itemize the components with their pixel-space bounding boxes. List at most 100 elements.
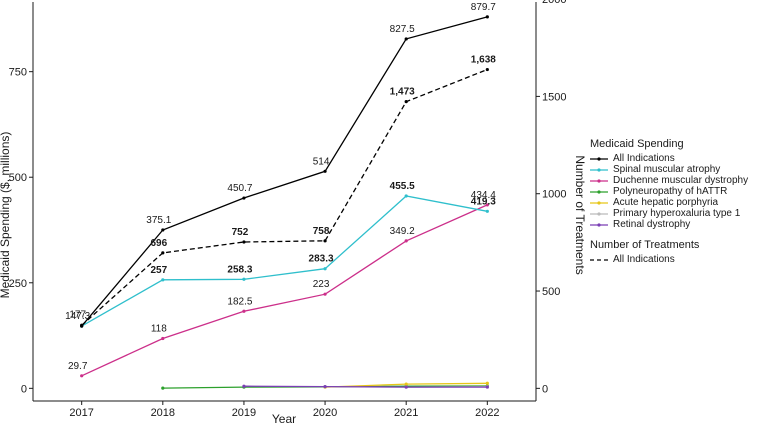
data-point-polyneuropathy-of-hattr bbox=[161, 386, 165, 390]
legend-label: Retinal dystrophy bbox=[613, 219, 691, 230]
y2-tick-label: 500 bbox=[542, 286, 560, 298]
data-point-spinal-muscular-atrophy bbox=[485, 209, 489, 213]
data-point-all-indications bbox=[404, 37, 408, 41]
data-point-all-indications-number-of-treatments bbox=[404, 100, 408, 104]
legend-item: Polyneuropathy of hATTR bbox=[590, 186, 755, 197]
data-label-all-indications-number-of-treatments: 758 bbox=[313, 226, 330, 237]
data-label-spinal-muscular-atrophy: 419.3 bbox=[471, 196, 496, 207]
data-point-all-indications bbox=[242, 196, 246, 200]
data-label-all-indications-number-of-treatments: 1,473 bbox=[390, 87, 415, 98]
legend-label: All Indications bbox=[613, 254, 675, 265]
legend-item: Spinal muscular atrophy bbox=[590, 164, 755, 175]
data-point-all-indications bbox=[323, 169, 327, 173]
legend-key-treatments-dashed bbox=[590, 258, 608, 261]
series-line-all-indications bbox=[81, 16, 488, 327]
data-point-all-indications bbox=[485, 15, 489, 19]
y2-tick-label: 2000 bbox=[542, 0, 566, 6]
legend-item: Retinal dystrophy bbox=[590, 219, 755, 230]
data-label-spinal-muscular-atrophy: 257 bbox=[150, 265, 167, 276]
data-point-duchenne-muscular-dystrophy bbox=[485, 203, 489, 207]
data-label-all-indications: 147.3 bbox=[65, 311, 90, 322]
x-tick-label: 2019 bbox=[232, 407, 256, 419]
legend-label: Spinal muscular atrophy bbox=[613, 164, 721, 175]
y-tick-label: 500 bbox=[9, 172, 27, 184]
legend-key-duchenne bbox=[590, 178, 608, 183]
legend-key-spinal-muscular-atrophy bbox=[590, 167, 608, 172]
legend-label: Duchenne muscular dystrophy bbox=[613, 175, 749, 186]
data-point-duchenne-muscular-dystrophy bbox=[161, 336, 165, 341]
data-point-spinal-muscular-atrophy bbox=[242, 277, 246, 281]
data-point-all-indications bbox=[80, 324, 84, 328]
y2-tick-label: 0 bbox=[542, 383, 548, 395]
data-label-all-indications: 827.5 bbox=[390, 24, 415, 35]
data-label-all-indications: 375.1 bbox=[146, 215, 171, 226]
data-label-duchenne-muscular-dystrophy: 349.2 bbox=[390, 226, 415, 237]
legend-title-treatments: Number of Treatments bbox=[590, 239, 700, 251]
data-point-retinal-dystrophy bbox=[404, 385, 408, 389]
series-line-retinal-dystrophy bbox=[243, 385, 488, 388]
data-point-all-indications-number-of-treatments bbox=[323, 239, 327, 243]
legend-item: Duchenne muscular dystrophy bbox=[590, 175, 755, 186]
data-label-all-indications-number-of-treatments: 752 bbox=[232, 227, 249, 238]
y-tick-label: 0 bbox=[21, 383, 27, 395]
x-tick-label: 2022 bbox=[475, 407, 499, 419]
data-point-duchenne-muscular-dystrophy bbox=[80, 374, 84, 378]
legend-label: All Indications bbox=[613, 153, 675, 164]
data-point-all-indications-number-of-treatments bbox=[242, 240, 246, 244]
data-label-all-indications-number-of-treatments: 696 bbox=[150, 238, 167, 249]
y-tick-label: 250 bbox=[9, 278, 27, 290]
axes: 2017 2018 2019 2020 2021 2022 0 250 500 750 0 500 10… bbox=[9, 0, 567, 419]
y2-tick-label: 1000 bbox=[542, 189, 566, 201]
legend-item: All Indications bbox=[590, 254, 755, 265]
data-point-duchenne-muscular-dystrophy bbox=[404, 239, 408, 243]
y2-axis-title: Number of Treatments bbox=[573, 155, 587, 274]
legend-label: Acute hepatic porphyria bbox=[613, 197, 719, 208]
y-axis-title: Medicaid Spending ($, millions) bbox=[0, 132, 12, 299]
data-point-spinal-muscular-atrophy bbox=[161, 278, 165, 282]
data-point-all-indications-number-of-treatments bbox=[161, 251, 165, 255]
x-tick-label: 2018 bbox=[151, 407, 175, 419]
data-label-duchenne-muscular-dystrophy: 182.5 bbox=[227, 296, 252, 307]
series-line-spinal-muscular-atrophy bbox=[81, 195, 488, 327]
x-axis-title: Year bbox=[272, 412, 296, 426]
x-tick-label: 2017 bbox=[69, 407, 93, 419]
data-label-duchenne-muscular-dystrophy: 118 bbox=[151, 324, 167, 335]
legend-label: Primary hyperoxaluria type 1 bbox=[613, 208, 741, 219]
legend: Medicaid Spending All Indications Spinal… bbox=[590, 138, 755, 265]
y-tick-label: 750 bbox=[9, 67, 27, 79]
legend-title-spending: Medicaid Spending bbox=[590, 138, 684, 150]
legend-key-acute-hepatic-porphyria bbox=[590, 200, 608, 205]
legend-key-primary-hyperoxaluria bbox=[590, 211, 608, 216]
data-point-duchenne-muscular-dystrophy bbox=[242, 309, 246, 313]
data-point-acute-hepatic-porphyria bbox=[485, 381, 489, 385]
legend-item: Primary hyperoxaluria type 1 bbox=[590, 208, 755, 219]
data-point-all-indications-number-of-treatments bbox=[485, 67, 489, 72]
data-point-spinal-muscular-atrophy bbox=[404, 194, 408, 198]
data-point-retinal-dystrophy bbox=[242, 384, 246, 388]
x-tick-label: 2021 bbox=[394, 407, 418, 419]
annotation-label: 177 bbox=[69, 310, 86, 321]
data-label-spinal-muscular-atrophy: 455.5 bbox=[390, 181, 415, 192]
data-label-duchenne-muscular-dystrophy: 29.7 bbox=[68, 361, 88, 372]
data-point-duchenne-muscular-dystrophy bbox=[323, 292, 327, 296]
data-point-spinal-muscular-atrophy bbox=[323, 267, 327, 271]
series-line-duchenne-muscular-dystrophy bbox=[81, 204, 488, 377]
plot-frame bbox=[32, 2, 537, 402]
data-point-retinal-dystrophy bbox=[323, 385, 327, 389]
legend-group-spending: Medicaid Spending All Indications Spinal… bbox=[590, 138, 755, 230]
legend-label: Polyneuropathy of hATTR bbox=[613, 186, 728, 197]
labels-layer: 29.7 118 182.5 223 349.2 434.4 257 258.3 283.3 45… bbox=[65, 2, 496, 372]
data-label-all-indications: 450.7 bbox=[227, 183, 252, 194]
legend-key-hattr bbox=[590, 189, 608, 194]
legend-item: All Indications bbox=[590, 153, 755, 164]
data-point-retinal-dystrophy bbox=[485, 385, 489, 389]
legend-group-treatments: Number of Treatments All Indications bbox=[590, 239, 755, 265]
legend-key-all-indications bbox=[590, 156, 608, 161]
x-tick-label: 2020 bbox=[313, 407, 337, 419]
data-point-acute-hepatic-porphyria bbox=[404, 382, 408, 386]
data-label-duchenne-muscular-dystrophy: 223 bbox=[313, 279, 330, 290]
series-layer bbox=[80, 15, 489, 390]
y2-tick-label: 1500 bbox=[542, 91, 566, 103]
data-label-spinal-muscular-atrophy: 258.3 bbox=[227, 264, 252, 275]
